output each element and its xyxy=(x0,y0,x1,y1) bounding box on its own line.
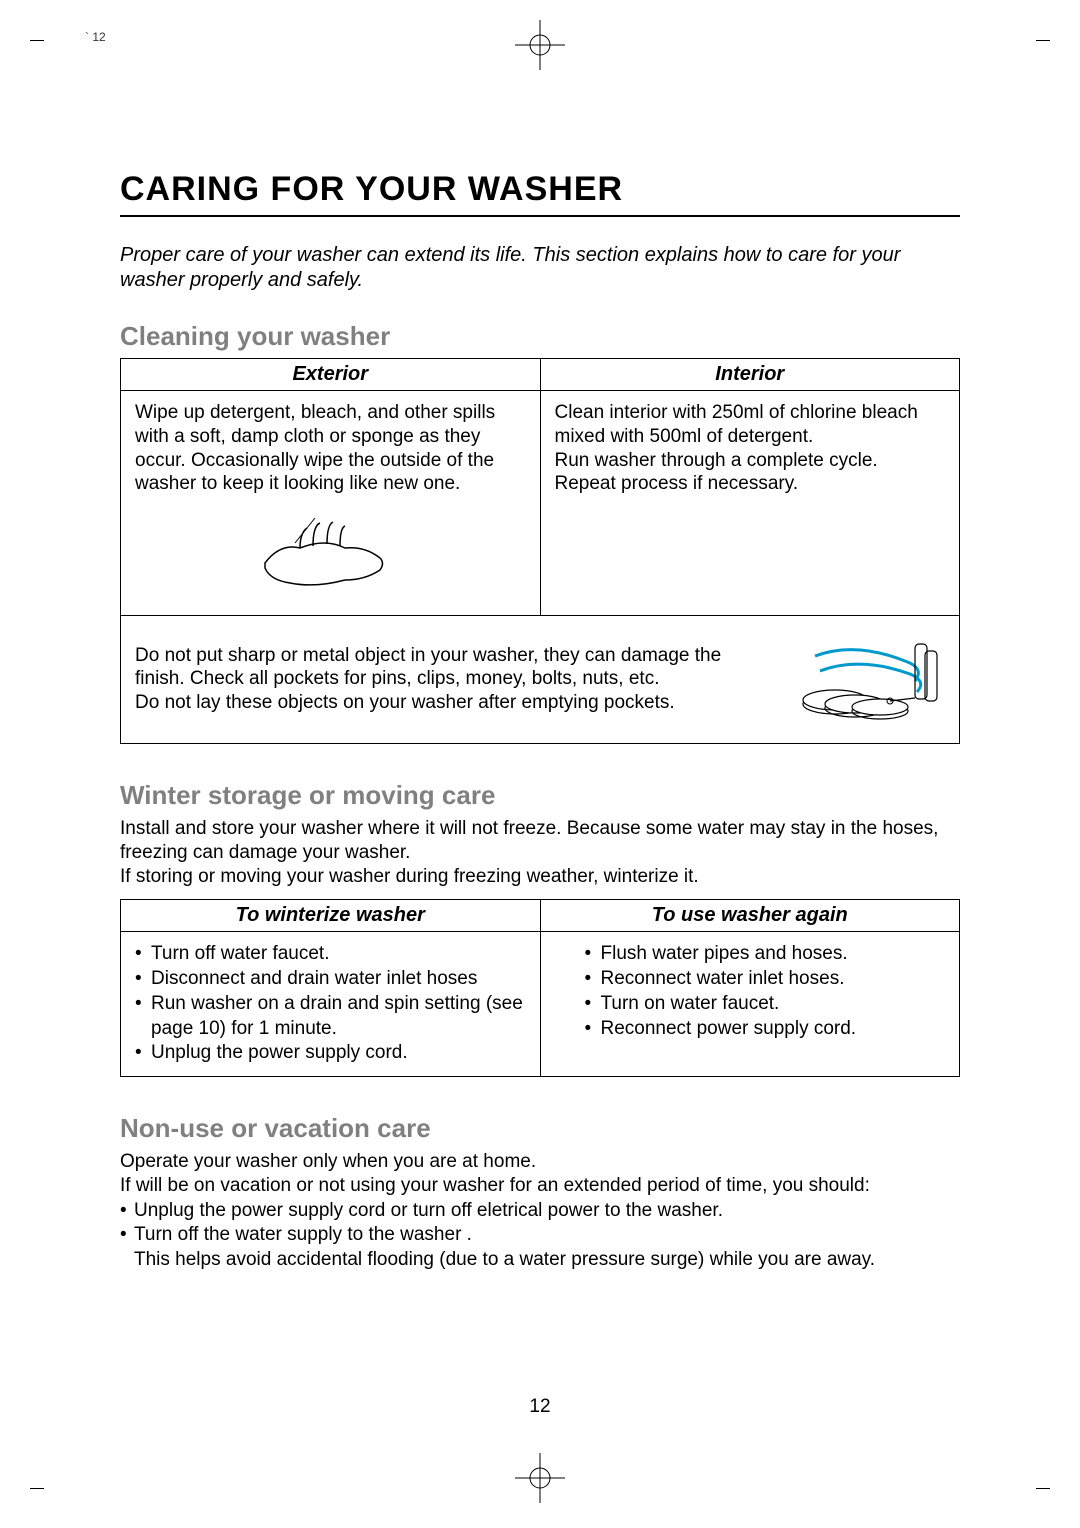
registration-mark-top xyxy=(515,20,565,75)
exterior-cell: Wipe up detergent, bleach, and other spi… xyxy=(121,391,541,616)
interior-cell: Clean interior with 250ml of chlorine bl… xyxy=(540,391,960,616)
exterior-text: Wipe up detergent, bleach, and other spi… xyxy=(135,401,526,496)
list-item: Unplug the power supply cord. xyxy=(135,1041,526,1066)
nonuse-trailing: This helps avoid accidental flooding (du… xyxy=(120,1248,960,1272)
intro-paragraph: Proper care of your washer can extend it… xyxy=(120,243,960,293)
list-item: Turn off water faucet. xyxy=(135,942,526,967)
crop-mark xyxy=(30,1478,50,1498)
use-again-list: Flush water pipes and hoses. Reconnect w… xyxy=(555,942,946,1041)
interior-line3: Repeat process if necessary. xyxy=(555,472,946,496)
nonuse-list: Unplug the power supply cord or turn off… xyxy=(120,1199,960,1248)
list-item: Disconnect and drain water inlet hoses xyxy=(135,967,526,992)
page-content: CARING FOR YOUR WASHER Proper care of yo… xyxy=(120,170,960,1282)
hand-wiping-illustration xyxy=(135,508,526,605)
list-item: Unplug the power supply cord or turn off… xyxy=(120,1199,960,1224)
pocket-line1: Do not put sharp or metal object in your… xyxy=(135,644,765,692)
list-item: Reconnect power supply cord. xyxy=(585,1017,946,1042)
pocket-line2: Do not lay these objects on your washer … xyxy=(135,691,765,715)
use-again-cell: Flush water pipes and hoses. Reconnect w… xyxy=(540,932,960,1076)
list-item: Flush water pipes and hoses. xyxy=(585,942,946,967)
use-again-header: To use washer again xyxy=(540,900,960,932)
list-item: Turn on water faucet. xyxy=(585,992,946,1017)
page-number: 12 xyxy=(529,1396,550,1418)
section-cleaning-title: Cleaning your washer xyxy=(120,321,960,352)
page-title: CARING FOR YOUR WASHER xyxy=(120,170,960,217)
exterior-header: Exterior xyxy=(121,359,541,391)
pocket-warning-cell: Do not put sharp or metal object in your… xyxy=(121,615,960,743)
page-header-number: ` 12 xyxy=(85,30,106,44)
winterize-list: Turn off water faucet. Disconnect and dr… xyxy=(135,942,526,1065)
interior-line2: Run washer through a complete cycle. xyxy=(555,449,946,473)
winter-desc-line1: Install and store your washer where it w… xyxy=(120,817,960,866)
crop-marks-bottom xyxy=(0,1478,1080,1498)
section-nonuse-title: Non-use or vacation care xyxy=(120,1113,960,1144)
section-winter-title: Winter storage or moving care xyxy=(120,780,960,811)
list-item: Reconnect water inlet hoses. xyxy=(585,967,946,992)
crop-mark xyxy=(1030,1478,1050,1498)
interior-line1: Clean interior with 250ml of chlorine bl… xyxy=(555,401,946,449)
nonuse-line1: Operate your washer only when you are at… xyxy=(120,1150,960,1174)
coins-pins-illustration xyxy=(795,626,945,733)
winter-table: To winterize washer To use washer again … xyxy=(120,899,960,1076)
list-item: Turn off the water supply to the washer … xyxy=(120,1223,960,1248)
winter-desc-line2: If storing or moving your washer during … xyxy=(120,865,960,889)
cleaning-table: Exterior Interior Wipe up detergent, ble… xyxy=(120,358,960,744)
winterize-cell: Turn off water faucet. Disconnect and dr… xyxy=(121,932,541,1076)
list-item: Run washer on a drain and spin setting (… xyxy=(135,992,526,1041)
interior-header: Interior xyxy=(540,359,960,391)
crop-mark xyxy=(30,30,50,50)
winter-description: Install and store your washer where it w… xyxy=(120,817,960,890)
crop-mark xyxy=(1030,30,1050,50)
nonuse-line2: If will be on vacation or not using your… xyxy=(120,1174,960,1198)
nonuse-description: Operate your washer only when you are at… xyxy=(120,1150,960,1272)
winterize-header: To winterize washer xyxy=(121,900,541,932)
